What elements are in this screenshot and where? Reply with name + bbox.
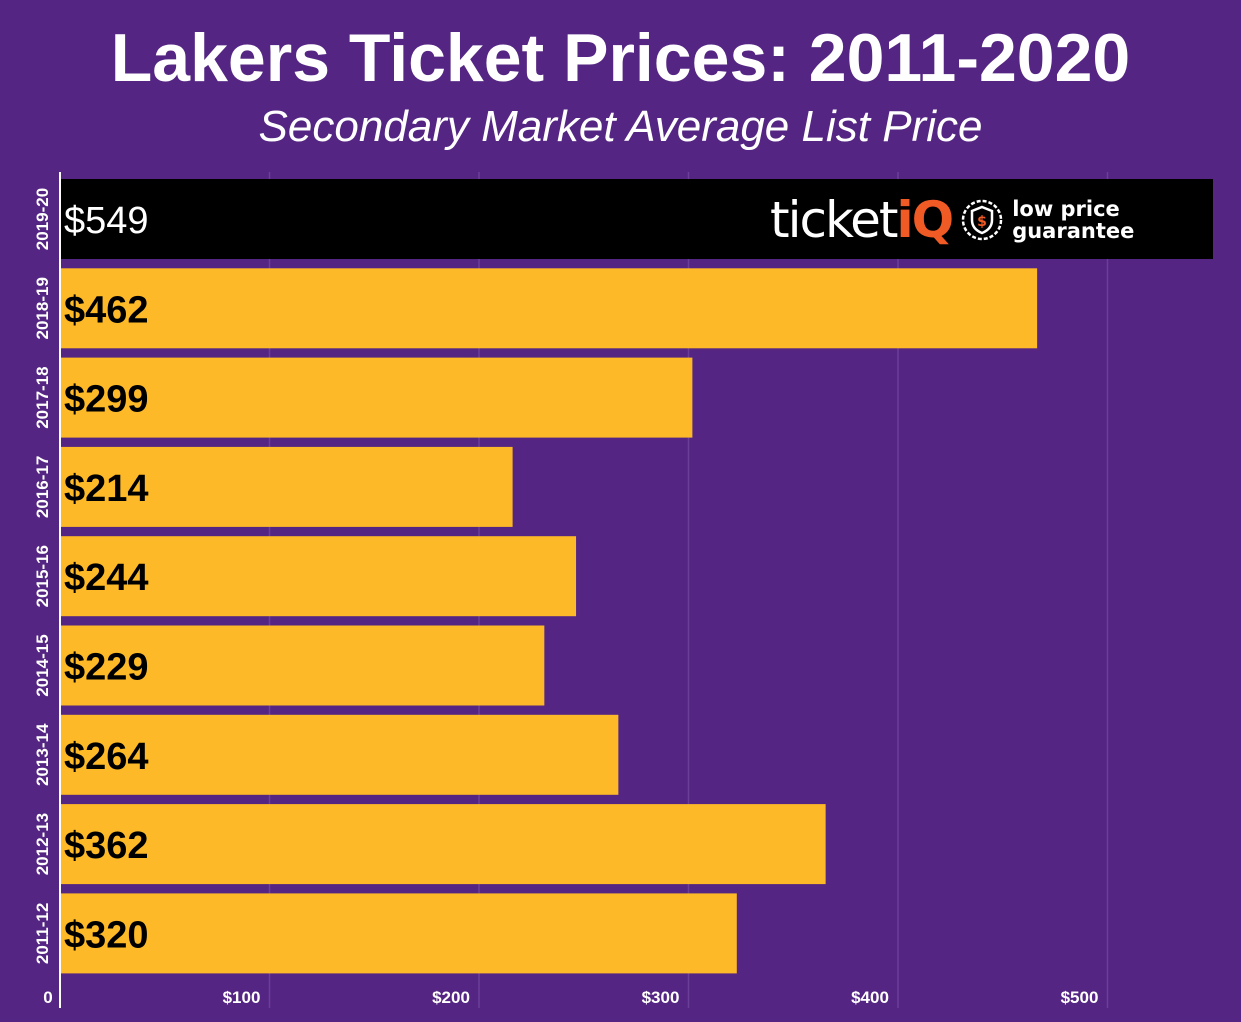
bar-2011-12 [60,893,737,974]
category-label-2015-16: 2015-16 [33,545,52,607]
x-tick-label-5: $500 [1061,988,1099,1007]
x-tick-label-1: $100 [223,988,261,1007]
bar-2015-16 [60,536,577,617]
logo-wordmark: ticketiQ [770,191,955,249]
category-label-2017-18: 2017-18 [33,366,52,428]
bar-value-label-2017-18: $299 [64,379,149,421]
bar-value-label-2015-16: $244 [64,557,149,599]
svg-text:$: $ [977,214,987,230]
shield-dollar-icon: $ [961,199,1003,241]
logo-word-main: ticket [770,191,899,249]
axis: 2019-20 2018-19 2017-18 2016-17 2015-16 2014-… [33,172,1098,1008]
bar-2014-15 [60,625,545,706]
bar-value-label-2011-12: $320 [64,914,149,956]
ticketiq-logo: ticketiQ $ low price guarantee [770,190,1190,250]
bar-2016-17 [60,446,513,527]
bar-2017-18 [60,357,693,438]
category-label-2014-15: 2014-15 [33,634,52,696]
bar-value-label-2018-19: $462 [64,289,149,331]
category-label-2018-19: 2018-19 [33,277,52,339]
logo-tagline: low price guarantee [1012,198,1134,242]
logo-word-accent: iQ [896,191,955,249]
category-label-2013-14: 2013-14 [33,723,52,786]
category-label-2016-17: 2016-17 [33,456,52,518]
x-tick-label-0: 0 [43,988,52,1007]
bar-2013-14 [60,714,619,795]
category-label-2012-13: 2012-13 [33,813,52,875]
x-tick-label-4: $400 [851,988,889,1007]
bar-value-label-2014-15: $229 [64,647,149,689]
bar-2019-20 [60,179,1213,259]
bar-2012-13 [60,804,826,885]
x-tick-label-2: $200 [432,988,470,1007]
logo-tagline-line1: low price [1012,197,1120,221]
bar-value-label-2012-13: $362 [64,825,149,867]
category-label-2019-20: 2019-20 [33,188,52,250]
bars: $549 $462 $299 $214 $244 $229 $264 $362 $320 [60,179,1213,974]
bar-value-label-2016-17: $214 [64,468,149,510]
x-tick-label-3: $300 [642,988,680,1007]
category-label-2011-12: 2011-12 [33,903,52,964]
logo-tagline-line2: guarantee [1012,219,1135,243]
bar-value-label-2019-20: $549 [64,200,149,242]
bar-2018-19 [60,268,1038,349]
chart-subtitle: Secondary Market Average List Price [258,102,983,151]
chart-title: Lakers Ticket Prices: 2011-2020 [110,20,1131,96]
bar-value-label-2013-14: $264 [64,736,149,778]
